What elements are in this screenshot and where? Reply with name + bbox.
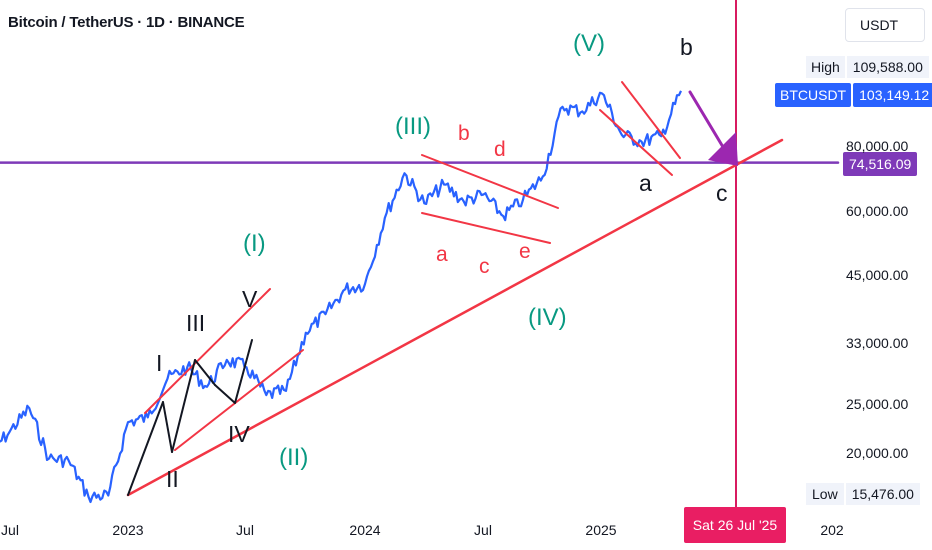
wave-label-sub: IV (228, 421, 250, 447)
chart-title: Bitcoin / TetherUS · 1D · BINANCE (8, 14, 245, 31)
channel-upper-line[interactable] (144, 288, 271, 414)
subwave-segment[interactable] (127, 401, 164, 496)
wave-label-correction: b (680, 34, 693, 60)
y-tick: 33,000.00 (846, 335, 909, 351)
low-price-tag: Low 15,476.00 (806, 483, 920, 505)
wave-label-minor: d (494, 138, 506, 161)
date-crosshair-tag: Sat 26 Jul '25 (684, 507, 786, 543)
y-tick: 60,000.00 (846, 203, 909, 219)
currency-selector-button[interactable]: USDT (845, 8, 925, 42)
subwave-segment[interactable] (214, 384, 236, 404)
last-price-value: 103,149.12 (853, 83, 932, 107)
x-tick: Jul (474, 522, 492, 538)
main-trendline[interactable] (126, 138, 784, 497)
wave-label-major: (V) (573, 30, 605, 57)
x-tick: 2025 (585, 522, 617, 538)
x-tick: Jul (1, 522, 19, 538)
triangle-upper-line[interactable] (421, 154, 559, 209)
wave-label-major: (II) (279, 444, 309, 471)
wave-label-minor: a (436, 243, 448, 266)
wave-label-minor: b (458, 122, 470, 145)
wave-label-sub: I (156, 350, 163, 376)
subwave-segment[interactable] (194, 359, 216, 386)
y-tick: 25,000.00 (846, 396, 909, 412)
subwave-segment[interactable] (162, 401, 173, 453)
last-price-tag: BTCUSDT 103,149.12 (775, 83, 932, 107)
subwave-segment[interactable] (171, 359, 196, 453)
channel-lower-line[interactable] (174, 349, 304, 451)
symbol-label: BTCUSDT (775, 83, 852, 107)
wave-label-minor: c (479, 255, 490, 278)
wave-label-sub: III (186, 310, 206, 336)
y-tick: 20,000.00 (846, 445, 909, 461)
triangle-lower-line[interactable] (421, 212, 551, 244)
horizontal-level-tag: 74,516.09 (843, 152, 918, 176)
price-series-layer (0, 90, 682, 504)
high-label: High (806, 56, 845, 78)
correction-lower-line[interactable] (599, 109, 673, 176)
x-tick: 2024 (349, 522, 381, 538)
x-tick: 202 (820, 522, 844, 538)
x-tick: 2023 (112, 522, 144, 538)
wave-label-major: (III) (395, 113, 431, 140)
wave-label-minor: e (519, 240, 531, 263)
projection-arrow-head (708, 132, 738, 166)
y-tick: 45,000.00 (846, 267, 909, 283)
wave-label-correction: a (639, 170, 652, 196)
price-line (0, 90, 682, 504)
wave-label-sub: V (242, 286, 258, 312)
low-label: Low (806, 483, 844, 505)
x-tick: Jul (236, 522, 254, 538)
subwave-segment[interactable] (234, 339, 253, 404)
high-value: 109,588.00 (846, 56, 929, 78)
low-value: 15,476.00 (845, 483, 920, 505)
wave-label-major: (I) (243, 230, 266, 257)
wave-label-correction: c (716, 180, 728, 206)
y-tick: 80,000.00 (846, 138, 909, 154)
high-price-tag: High 109,588.00 (806, 56, 929, 78)
wave-label-major: (IV) (528, 304, 567, 331)
drawing-layer (0, 0, 840, 509)
wave-label-sub: II (166, 466, 179, 492)
correction-upper-line[interactable] (621, 81, 681, 159)
